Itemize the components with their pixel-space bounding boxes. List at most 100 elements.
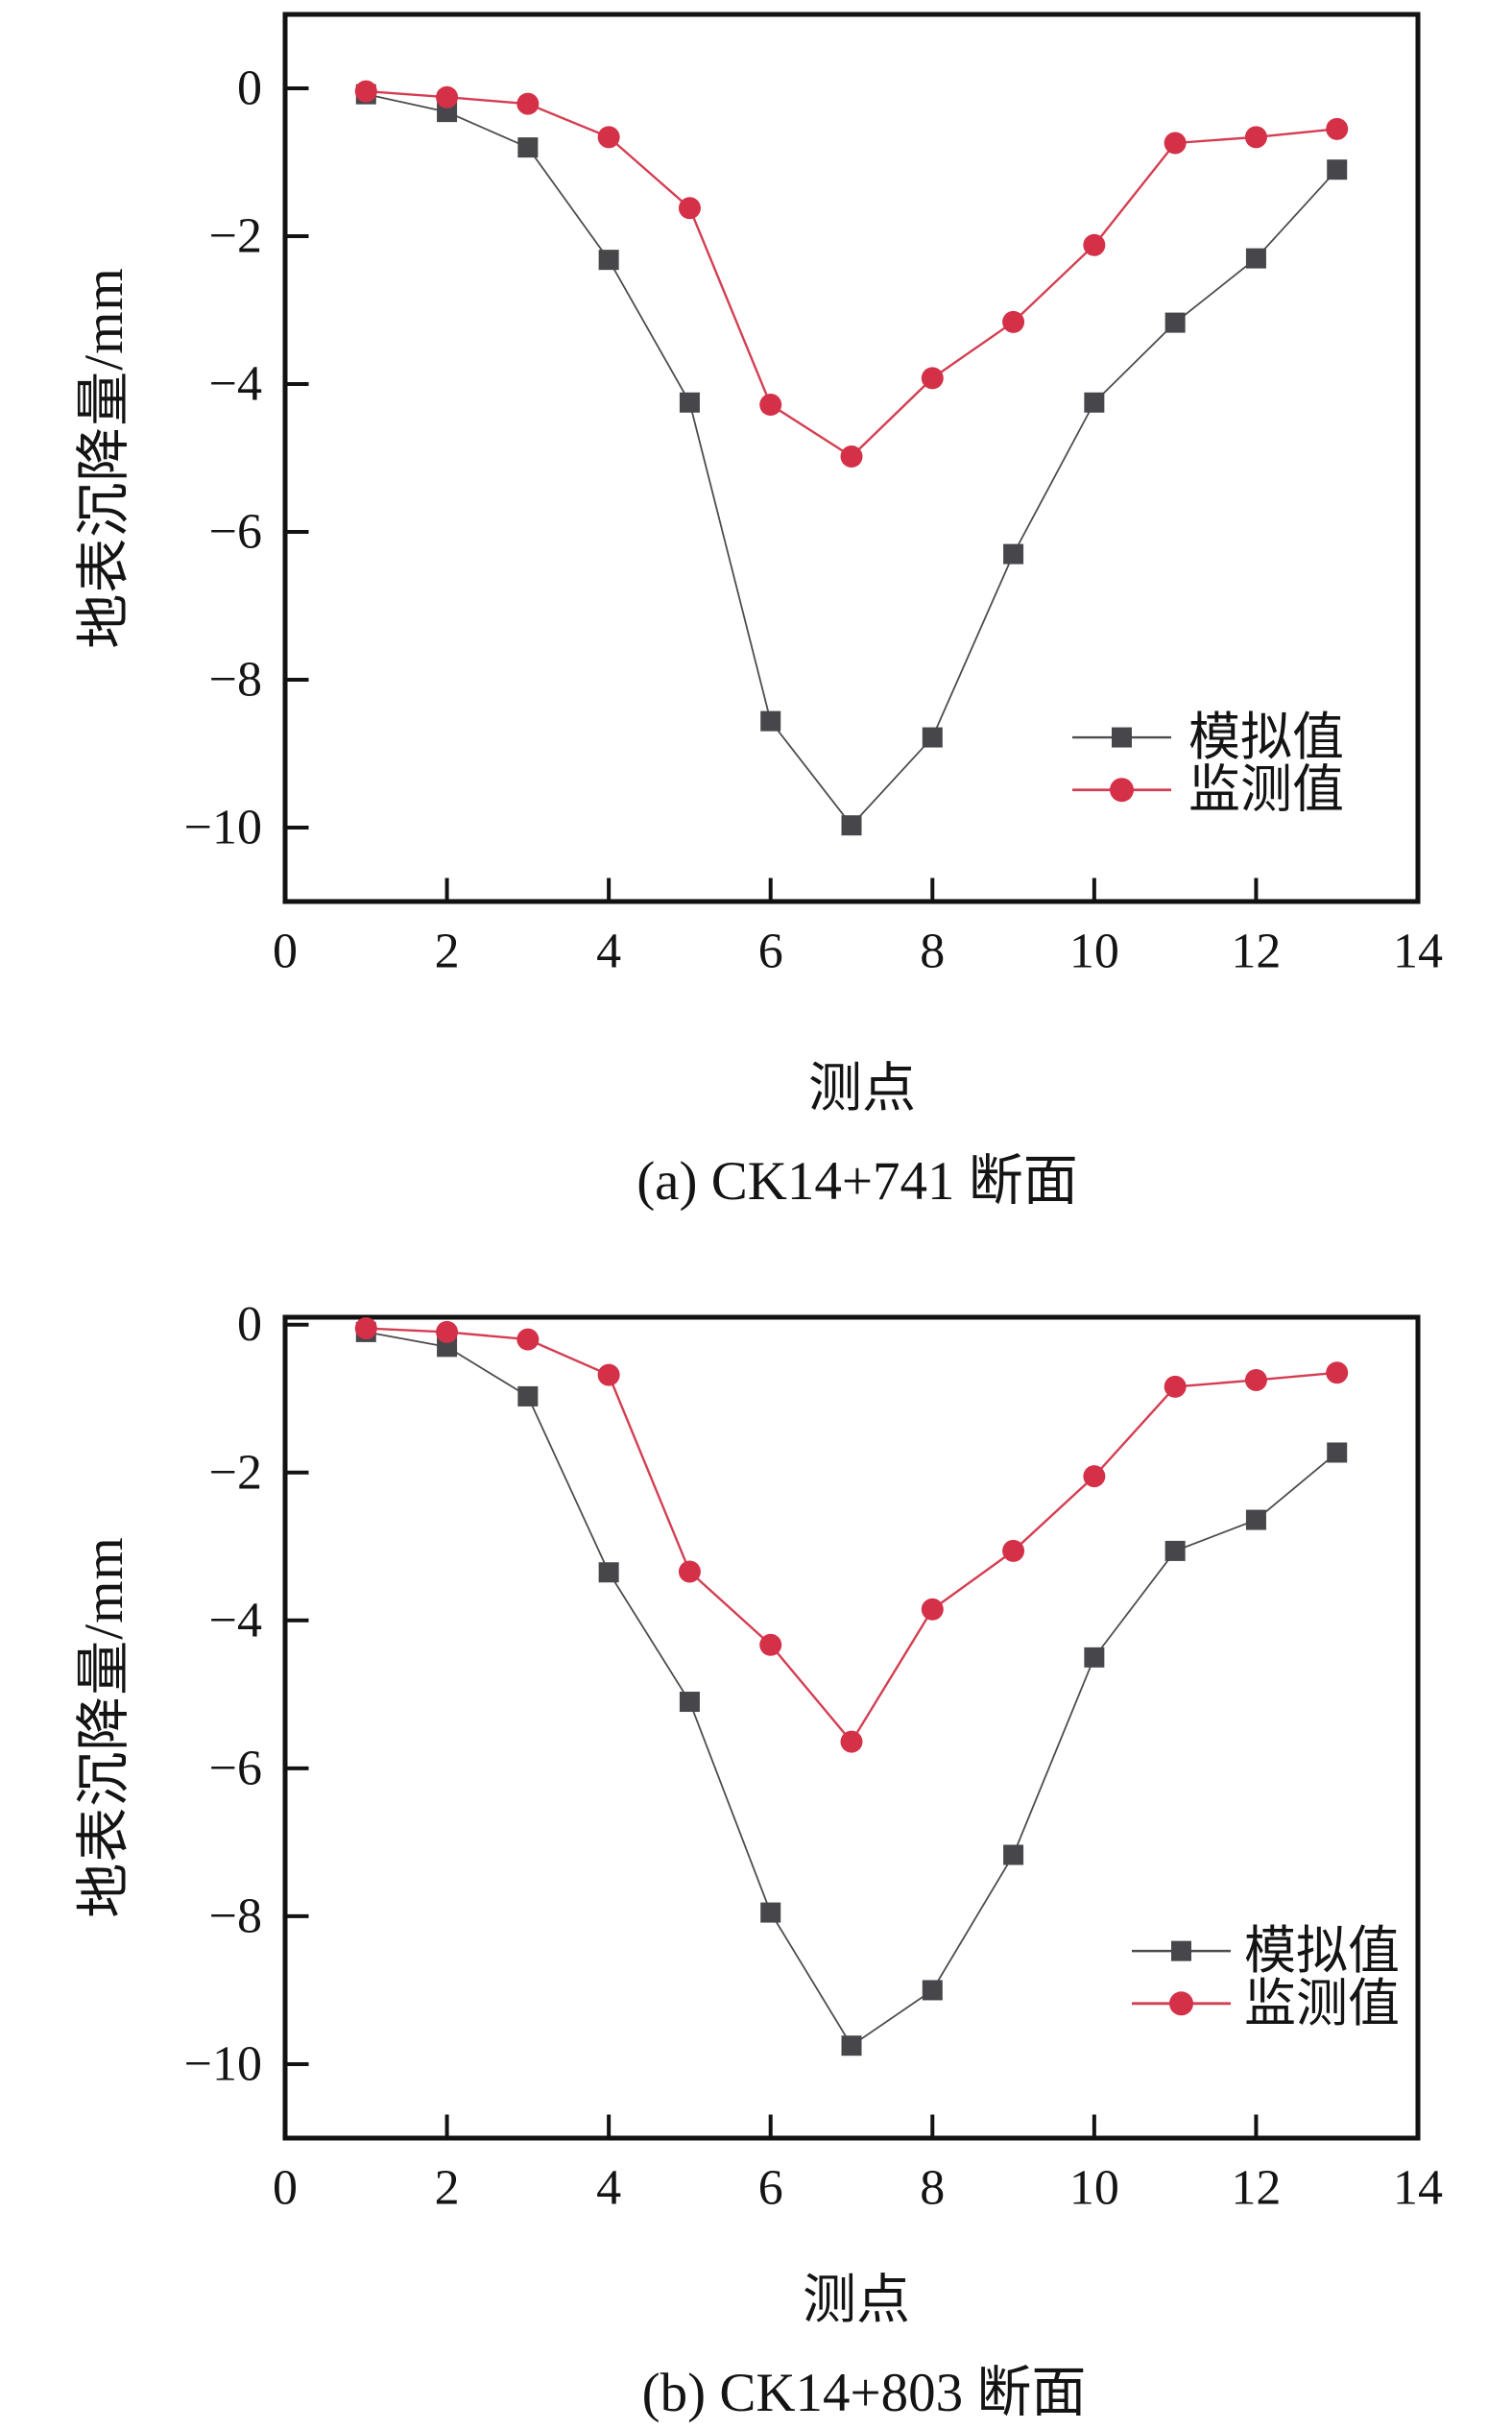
chart-b-x-axis-label: 测点 — [803, 2271, 910, 2331]
circle-marker — [678, 197, 701, 220]
axes-a: 0 −2 −4 −6 −8 −10 0 2 4 6 8 10 12 14 — [184, 61, 1443, 979]
circle-marker — [1002, 1539, 1025, 1562]
square-marker — [517, 137, 539, 158]
chart-a-caption: (a) CK14+741 断面 — [636, 1151, 1078, 1212]
circle-marker — [678, 1560, 701, 1583]
circle-marker — [921, 367, 944, 390]
x-tick-label: 4 — [596, 925, 621, 979]
x-tick-label: 2 — [435, 925, 460, 979]
series-line — [366, 1331, 1338, 2047]
square-marker — [1003, 1844, 1024, 1865]
square-marker — [760, 710, 781, 732]
x-tick-label: 6 — [758, 2161, 783, 2216]
y-tick-label: −4 — [209, 1593, 262, 1647]
square-marker — [598, 250, 619, 271]
legend-square-marker — [1171, 1940, 1191, 1961]
series-monitored-a — [354, 80, 1349, 468]
square-marker — [517, 1385, 539, 1407]
chart-b-y-axis-label: 地表沉降量/mm — [74, 1536, 134, 1918]
y-tick-label: −8 — [209, 1888, 262, 1943]
legend-label: 监测值 — [1188, 761, 1344, 819]
series-monitored-b — [354, 1317, 1349, 1753]
legend-circle-marker — [1169, 1991, 1193, 2016]
legend-square-marker — [1112, 727, 1132, 748]
circle-marker — [1083, 1465, 1106, 1488]
x-tick-label: 10 — [1069, 2161, 1119, 2216]
square-marker — [1245, 248, 1266, 269]
y-tick-label: −2 — [209, 209, 262, 264]
x-tick-label: 8 — [920, 2161, 945, 2216]
circle-marker — [1002, 310, 1025, 333]
square-marker — [1327, 1442, 1348, 1463]
y-tick-label: −4 — [209, 357, 262, 412]
series-line — [366, 89, 1337, 458]
square-marker — [841, 815, 862, 836]
legend-label: 模拟值 — [1188, 709, 1344, 766]
x-tick-label: 0 — [273, 925, 298, 979]
legend-label: 模拟值 — [1244, 1922, 1400, 1980]
series-simulated-b — [355, 1321, 1348, 2056]
axes-b: 0 −2 −4 −6 −8 −10 0 2 4 6 8 10 12 14 — [184, 1297, 1443, 2215]
square-marker — [1327, 159, 1348, 180]
square-marker — [679, 392, 700, 413]
circle-marker — [436, 85, 459, 108]
circle-marker — [354, 1317, 377, 1340]
square-marker — [922, 1980, 943, 2001]
square-marker — [841, 2035, 862, 2056]
plot-box-a — [282, 12, 1421, 904]
circle-marker — [1244, 126, 1267, 149]
circle-marker — [354, 80, 377, 103]
square-marker — [1084, 392, 1105, 413]
x-tick-label: 6 — [758, 925, 783, 979]
x-tick-label: 10 — [1069, 925, 1119, 979]
circle-marker — [597, 1363, 620, 1386]
x-tick-label: 12 — [1231, 925, 1281, 979]
square-marker — [1003, 543, 1024, 565]
square-marker — [598, 1562, 619, 1583]
circle-marker — [516, 92, 540, 115]
x-tick-label: 14 — [1393, 925, 1443, 979]
legend-entry-simulated: 模拟值 — [1072, 709, 1344, 766]
square-marker — [1164, 1540, 1186, 1561]
circle-marker — [921, 1598, 944, 1621]
x-tick-label: 14 — [1393, 2161, 1443, 2216]
x-tick-label: 4 — [596, 2161, 621, 2216]
circle-marker — [840, 1730, 863, 1753]
square-marker — [1245, 1509, 1266, 1530]
y-tick-label: 0 — [237, 61, 262, 116]
square-marker — [679, 1692, 700, 1713]
circle-marker — [759, 1633, 782, 1656]
legend-entry-simulated: 模拟值 — [1132, 1922, 1400, 1980]
series-line — [366, 1327, 1337, 1744]
circle-marker — [1164, 132, 1187, 155]
circle-marker — [1326, 1361, 1349, 1384]
x-tick-label: 2 — [435, 2161, 460, 2216]
circle-marker — [436, 1320, 459, 1343]
y-tick-label: −10 — [184, 801, 262, 855]
plot-box-b — [282, 1314, 1421, 2141]
circle-marker — [516, 1328, 540, 1351]
square-marker — [1084, 1647, 1105, 1668]
chart-b-caption: (b) CK14+803 断面 — [641, 2363, 1087, 2423]
circle-marker — [759, 394, 782, 417]
square-marker — [1164, 312, 1186, 333]
x-tick-label: 0 — [273, 2161, 298, 2216]
chart-a-y-axis-label: 地表沉降量/mm — [74, 267, 134, 649]
y-tick-label: −8 — [209, 653, 262, 708]
y-tick-label: −6 — [209, 505, 262, 560]
y-tick-label: −6 — [209, 1741, 262, 1795]
legend-entry-monitored: 监测值 — [1072, 761, 1344, 819]
y-tick-label: −10 — [184, 2036, 262, 2091]
y-tick-label: 0 — [237, 1297, 262, 1352]
x-tick-label: 8 — [920, 925, 945, 979]
circle-marker — [1083, 233, 1106, 256]
circle-marker — [840, 445, 863, 468]
square-marker — [922, 727, 943, 748]
circle-marker — [597, 126, 620, 149]
circle-marker — [1326, 117, 1349, 140]
square-marker — [760, 1902, 781, 1923]
circle-marker — [1244, 1368, 1267, 1391]
